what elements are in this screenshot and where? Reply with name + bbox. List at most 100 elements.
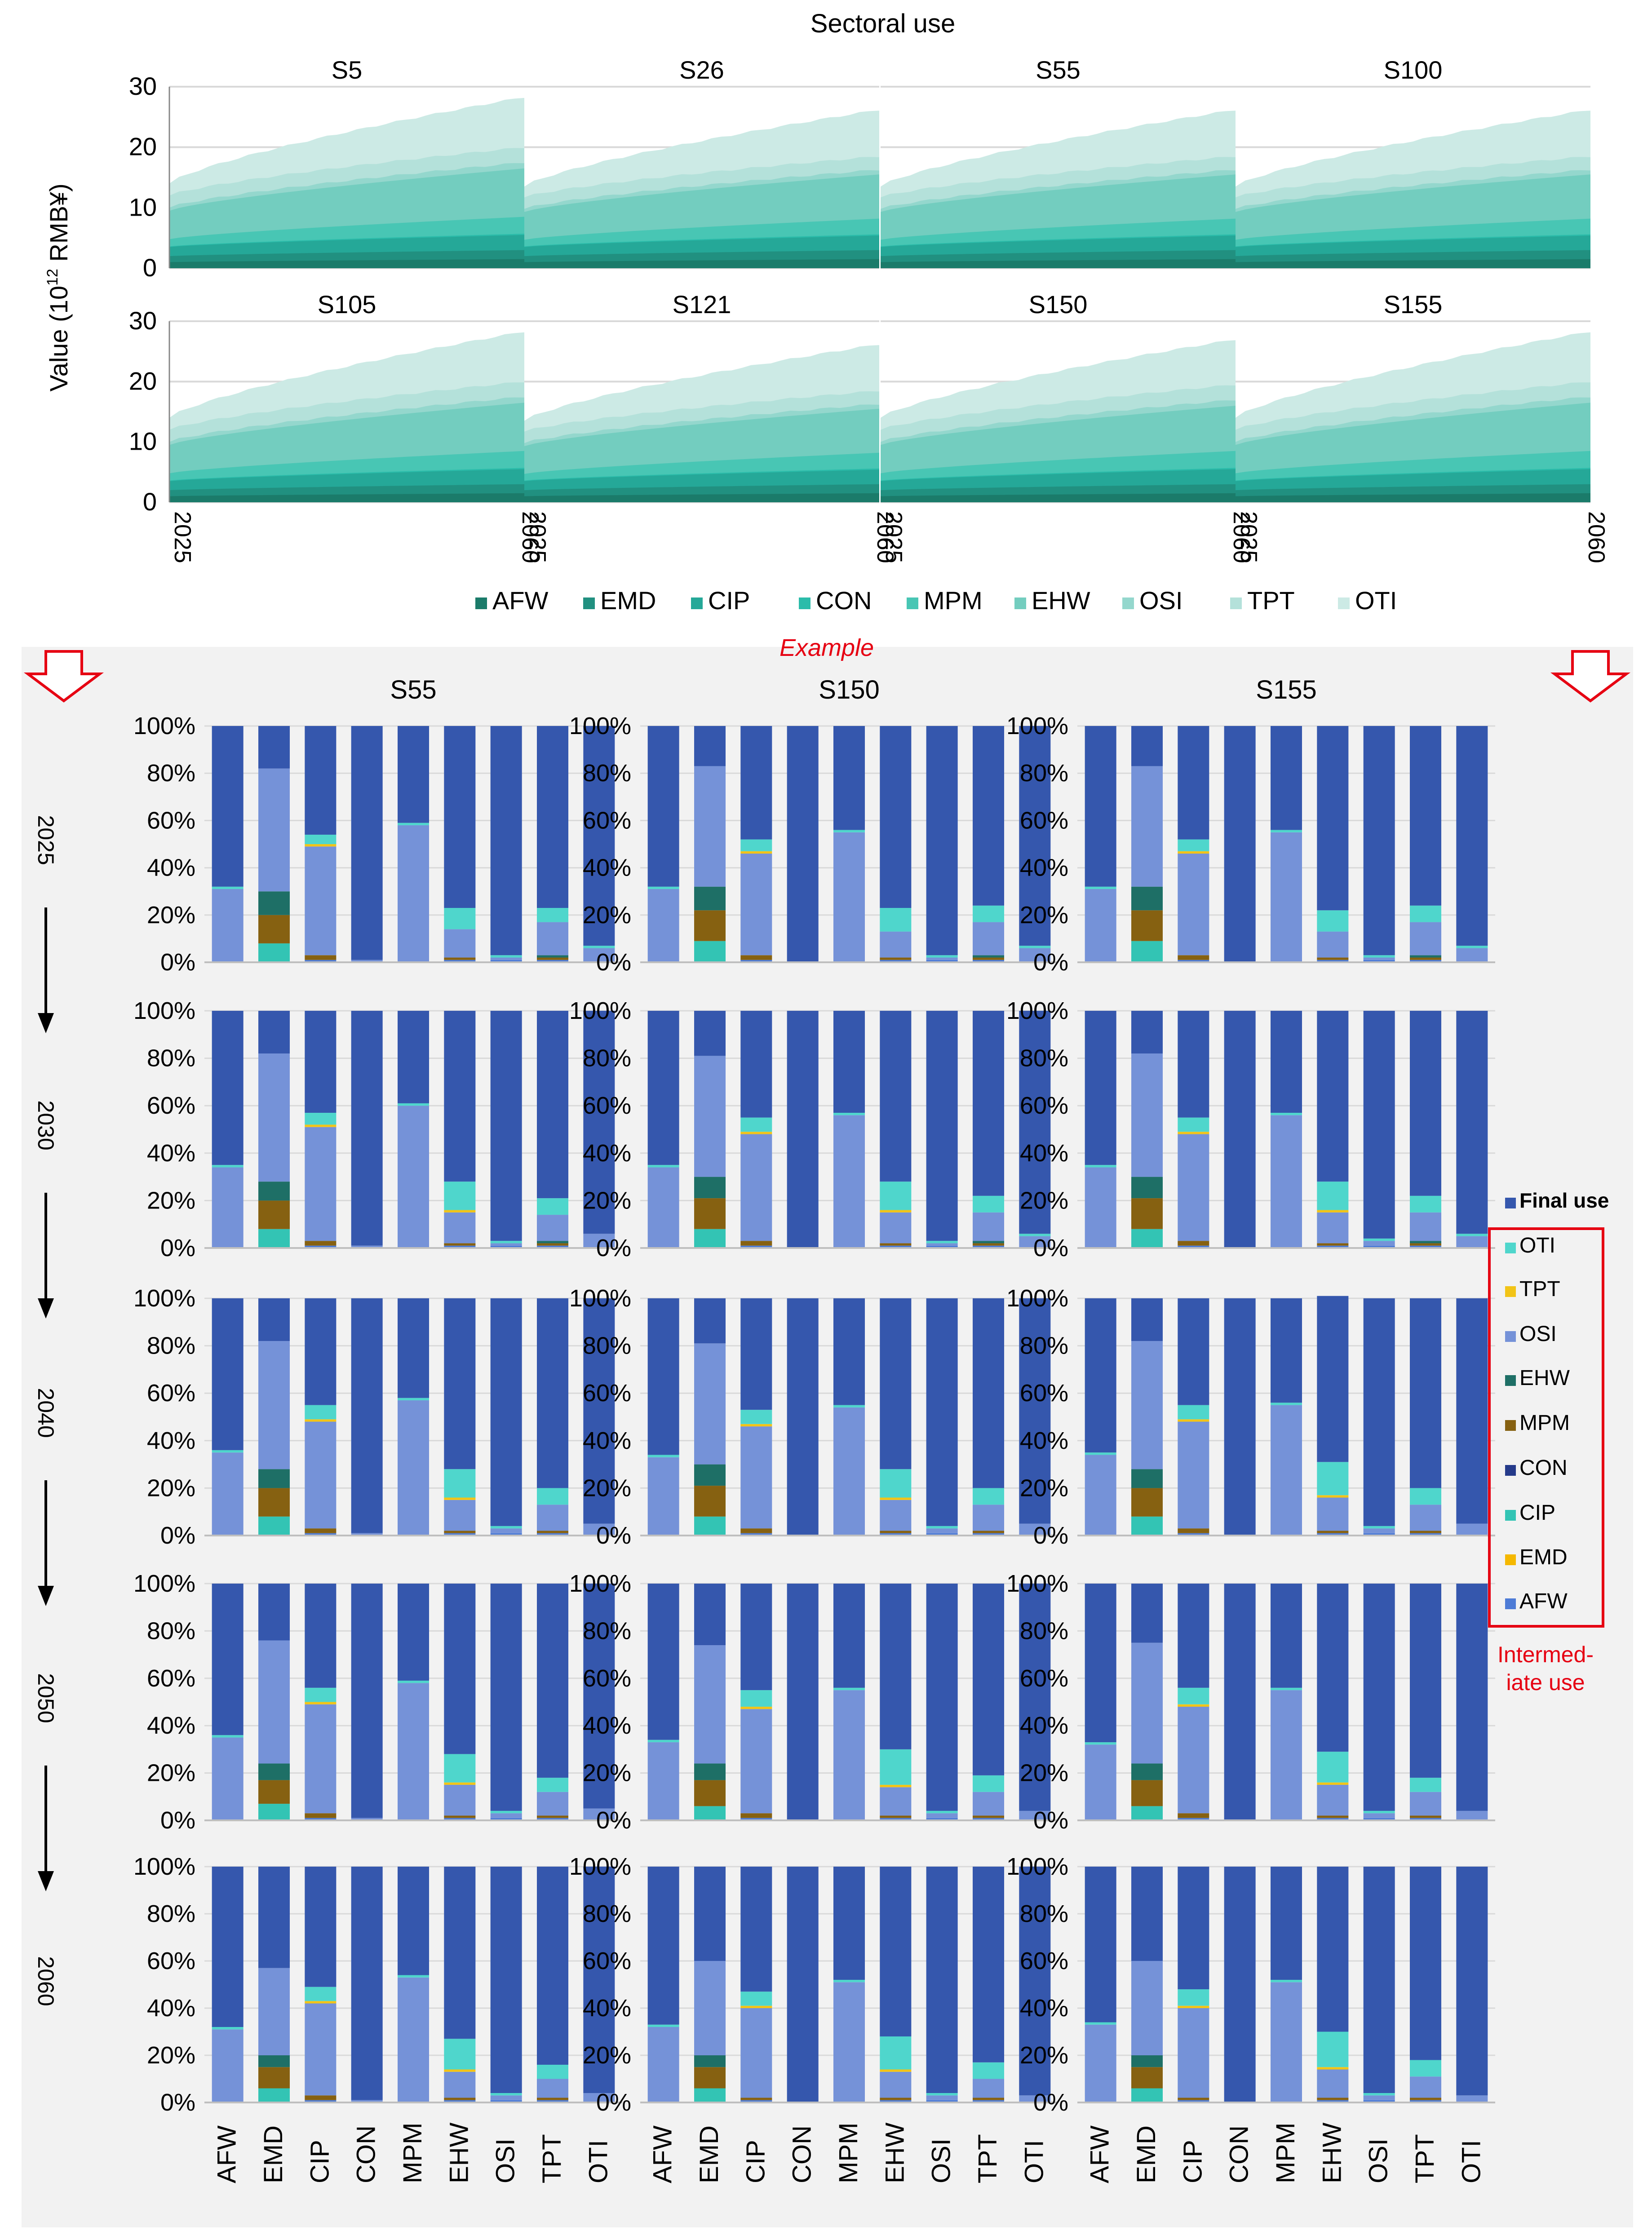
legend-label-mpm: MPM [924, 586, 983, 615]
bar-seg-oti-oti [1456, 946, 1488, 948]
bar-seg-tpt-final-use [1410, 1867, 1441, 2060]
bar-seg-mpm-oti [833, 1687, 865, 1691]
ytick-label: 40% [583, 854, 631, 881]
bar-seg-afw-final-use [647, 1867, 679, 2025]
ytick-label: 20 [129, 367, 157, 395]
bar-seg-tpt-oti [1410, 905, 1441, 922]
bar-seg-tpt-afw [1410, 1533, 1441, 1536]
bar-seg-ehw-afw [1317, 960, 1349, 962]
bar-seg-tpt-afw [537, 2100, 568, 2102]
bar-seg-ehw-afw [444, 1818, 476, 1820]
ytick-label: 0% [596, 1522, 631, 1549]
year-label: 2025 [33, 815, 58, 865]
bar-seg-afw-oti [1085, 1452, 1116, 1455]
intermediate-use-box [1488, 1227, 1604, 1628]
bar-seg-emd-mpm [694, 1780, 726, 1806]
bar-seg-emd-ehw [258, 1763, 290, 1780]
bar-seg-ehw-afw [880, 1533, 912, 1536]
top-ylabel: Value (1012 RMB¥) [44, 183, 73, 391]
bar-seg-tpt-final-use [973, 1867, 1004, 2062]
bar-seg-cip-osi [740, 1709, 772, 1814]
bar-seg-con-final-use [787, 726, 819, 962]
area-panel-S26: S26 [524, 56, 879, 269]
bar-seg-afw-oti [1085, 1742, 1116, 1745]
xtick-start: 2025 [169, 511, 195, 563]
legend-label-osi: OSI [1139, 586, 1183, 615]
bar-seg-afw-final-use [212, 1584, 244, 1735]
bar-seg-ehw-final-use [444, 1584, 476, 1754]
bar-seg-osi-oti [490, 1526, 522, 1529]
ytick-label: 30 [129, 72, 157, 100]
legend-label-oti: OTI [1519, 1234, 1555, 1257]
bar-seg-mpm-oti [398, 1103, 429, 1106]
bar-seg-mpm-final-use [833, 1584, 865, 1688]
bar-seg-emd-final-use [694, 726, 726, 766]
bar-seg-osi-oti [1363, 1810, 1395, 1814]
bar-seg-cip-afw [1178, 1245, 1209, 1248]
bar-seg-emd-osi [1131, 766, 1163, 887]
legend-swatch-oti [1505, 1243, 1516, 1253]
bar-seg-cip-mpm [305, 1813, 337, 1818]
bar-seg-osi-afw [1363, 1818, 1395, 1820]
bar-seg-cip-afw [305, 1533, 337, 1536]
bar-seg-cip-osi [305, 1704, 337, 1814]
area-series-afw [1236, 493, 1590, 502]
bar-seg-emd-ehw [694, 886, 726, 911]
legend-swatch-tpt [1230, 597, 1242, 609]
bar-seg-osi-osi [490, 1813, 522, 1818]
bar-seg-oti-final-use [1019, 1867, 1051, 2096]
bar-seg-afw-oti [647, 886, 679, 889]
bar-seg-emd-osi [694, 1056, 726, 1177]
ytick-label: 80% [583, 1900, 631, 1927]
bar-seg-tpt-final-use [537, 1298, 568, 1488]
xcat-label: OSI [491, 2138, 520, 2183]
bar-seg-emd-osi [258, 1053, 290, 1182]
bar-seg-ehw-osi [880, 931, 912, 958]
bar-seg-emd-cip [258, 1804, 290, 1820]
ytick-label: 100% [569, 1853, 631, 1880]
xcat-label: EHW [444, 2122, 474, 2183]
area-series-afw [1236, 259, 1590, 268]
panel-title: S55 [1036, 56, 1081, 84]
bar-seg-afw-final-use [1085, 1298, 1116, 1453]
ytick-label: 40% [583, 1995, 631, 2022]
bar-seg-emd-final-use [1131, 726, 1163, 766]
bar-seg-cip-afw [1178, 1818, 1209, 1820]
bar-seg-mpm-final-use [1271, 726, 1302, 830]
bar-seg-cip-oti [1178, 1405, 1209, 1420]
bar-seg-ehw-tpt [444, 1782, 476, 1785]
bar-seg-afw-final-use [647, 1298, 679, 1455]
area-panel-S150: S150 2025 2060 [881, 290, 1254, 563]
bar-seg-ehw-oti [880, 2036, 912, 2070]
bar-seg-emd-ehw [1131, 886, 1163, 911]
bar-seg-cip-oti [740, 1410, 772, 1424]
bar-seg-afw-osi [647, 2027, 679, 2102]
bar-seg-osi-afw [1363, 1533, 1395, 1536]
xcat-label: EHW [1317, 2122, 1346, 2183]
area-panel-S5: S5 0 10 20 30 [129, 56, 524, 282]
bar-seg-cip-oti [1178, 1117, 1209, 1132]
bottom-bar-charts: S550%20%40%60%80%100%0%20%40%60%80%100%0… [133, 675, 1495, 2183]
ytick-label: 0% [596, 1235, 631, 1261]
bar-seg-osi-afw [1363, 2100, 1395, 2102]
bar-seg-emd-mpm [694, 1198, 726, 1229]
bar-seg-oti-final-use [583, 726, 615, 946]
bar-panel-S155-2025: 0% 20% 40% 60% 80% 100% [1006, 713, 1495, 976]
bar-seg-cip-final-use [305, 1867, 337, 1987]
bar-seg-tpt-afw [1410, 1818, 1441, 1820]
bar-seg-emd-mpm [1131, 2067, 1163, 2089]
xtick-end: 2060 [517, 511, 543, 563]
bar-seg-cip-osi [1178, 854, 1209, 956]
ytick-label: 100% [569, 1285, 631, 1312]
bar-seg-ehw-oti [444, 908, 476, 929]
bar-seg-afw-osi [1085, 889, 1116, 962]
xcat-label: OTI [1019, 2140, 1049, 2183]
bar-seg-oti-osi [1019, 1236, 1051, 1248]
bar-seg-tpt-ehw [1410, 1241, 1441, 1244]
xcat-label: OSI [1364, 2138, 1393, 2183]
bar-seg-cip-osi [740, 2008, 772, 2098]
bar-seg-emd-cip [694, 1806, 726, 1820]
bar-seg-emd-mpm [258, 1200, 290, 1229]
bar-seg-ehw-afw [1317, 1245, 1349, 1248]
bar-seg-cip-afw [305, 2100, 337, 2102]
